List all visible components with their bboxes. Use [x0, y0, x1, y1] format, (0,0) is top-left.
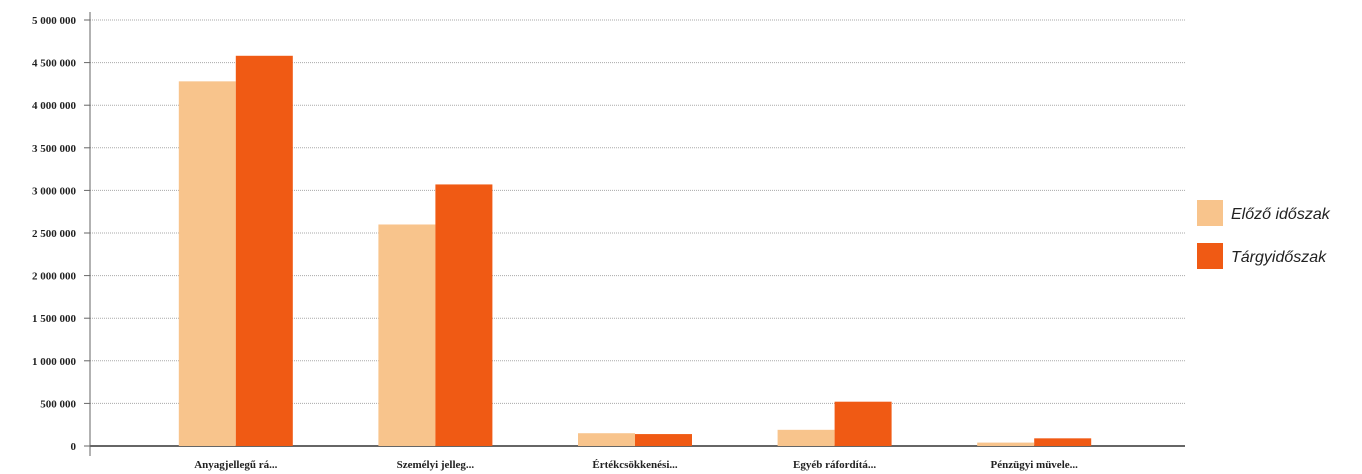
x-tick-label: Pénzügyi müvele... — [991, 459, 1079, 471]
legend-swatch — [1197, 243, 1223, 269]
legend-swatch — [1197, 200, 1223, 226]
bar — [435, 184, 493, 446]
bar — [178, 81, 236, 447]
y-tick-label: 5 000 000 — [32, 15, 77, 27]
y-tick-label: 4 500 000 — [32, 58, 77, 70]
bar — [834, 401, 892, 446]
bar — [378, 224, 436, 446]
bar — [635, 434, 692, 446]
bar — [235, 55, 293, 447]
y-tick-label: 2 000 000 — [32, 271, 77, 283]
x-tick-label: Egyéb ráfordítá... — [793, 459, 876, 471]
legend-label: Előző időszak — [1231, 206, 1331, 223]
legend-label: Tárgyidőszak — [1231, 249, 1327, 266]
bar — [1034, 438, 1092, 446]
y-tick-label: 500 000 — [40, 398, 76, 410]
y-tick-label: 3 000 000 — [32, 185, 77, 197]
x-tick-label: Anyagjellegű rá... — [194, 459, 277, 471]
x-tick-label: Személyi jelleg... — [397, 459, 475, 471]
y-tick-label: 1 000 000 — [32, 356, 77, 368]
y-tick-label: 3 500 000 — [32, 143, 77, 155]
y-tick-label: 4 000 000 — [32, 100, 77, 112]
y-tick-label: 1 500 000 — [32, 313, 77, 325]
bar — [578, 433, 635, 446]
x-tick-label: Értékcsökkenési... — [592, 459, 678, 471]
bar — [777, 429, 835, 446]
bar — [977, 442, 1035, 446]
y-tick-label: 2 500 000 — [32, 228, 77, 240]
y-tick-label: 0 — [71, 441, 77, 453]
